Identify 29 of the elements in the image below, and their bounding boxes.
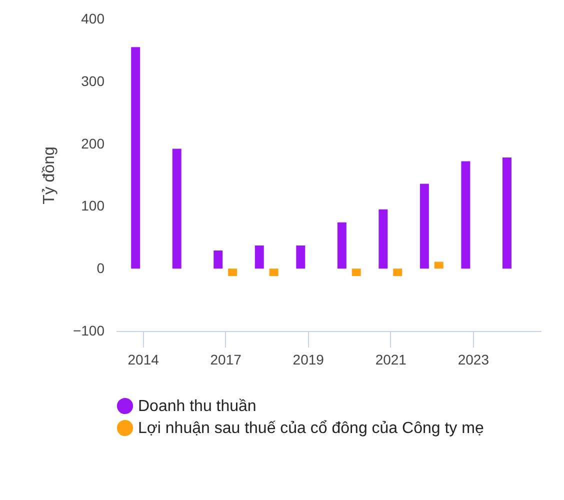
y-axis-title: Tỷ đồng [40, 146, 58, 204]
bar [269, 268, 278, 276]
bar [296, 246, 306, 269]
x-tick-label: 2014 [128, 352, 160, 368]
y-tick-label: 100 [81, 198, 105, 214]
bar [131, 47, 140, 269]
bar [393, 268, 402, 276]
bar [214, 250, 223, 269]
x-tick-label: 2017 [210, 352, 242, 368]
x-tick-label: 2023 [458, 352, 490, 368]
x-tick-label: 2019 [292, 352, 324, 368]
legend-label: Doanh thu thuần [138, 398, 256, 415]
y-tick-label: −100 [72, 322, 105, 338]
y-tick-label: 200 [81, 135, 105, 152]
bar [172, 148, 182, 269]
bar [420, 184, 429, 269]
legend-label: Lợi nhuận sau thuế của cổ đông của Công ty mẹ [138, 420, 484, 437]
y-tick-label: 0 [96, 260, 105, 276]
bar [352, 268, 361, 276]
bar [434, 262, 444, 269]
bar [461, 161, 470, 269]
bar [502, 158, 512, 269]
bar [337, 222, 346, 269]
bar [228, 268, 238, 276]
bar [378, 209, 388, 269]
y-tick-label: 400 [81, 10, 105, 26]
x-tick-label: 2021 [375, 352, 407, 368]
bar [254, 246, 264, 269]
y-tick-label: 300 [81, 72, 105, 89]
